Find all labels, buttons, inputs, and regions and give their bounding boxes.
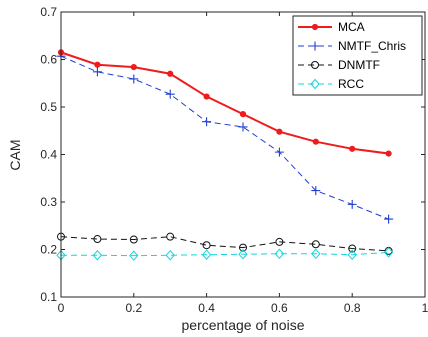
data-point-nmtf-chris — [202, 117, 212, 127]
ticks-layer: 0 0.2 0.4 0.6 0.8 1 0.1 0.2 0.3 0.4 0.5 0.6 0.7 — [40, 5, 428, 315]
data-point-rcc — [383, 247, 394, 258]
legend-item-dnmtf: DNMTF — [298, 58, 380, 72]
data-point-rcc — [311, 248, 321, 260]
data-point-mca — [312, 138, 319, 145]
legend-item-mca: MCA — [298, 20, 365, 34]
legend-marker-mca — [311, 23, 319, 31]
data-point-mca — [203, 93, 210, 100]
legend-label-rcc: RCC — [338, 77, 364, 91]
x-tick-label: 1 — [422, 301, 428, 315]
data-point-nmtf-chris — [129, 74, 139, 84]
x-tick-label: 0.6 — [271, 301, 288, 315]
series-line-dnmtf — [60, 236, 389, 252]
y-tick-label: 0.2 — [40, 243, 57, 257]
data-point-rcc — [201, 249, 212, 260]
data-point-rcc — [165, 249, 175, 261]
data-point-mca — [349, 145, 356, 152]
data-point-mca — [94, 61, 101, 68]
legend-item-nmtf-chris: NMTF_Chris — [298, 39, 406, 53]
data-point-nmtf-chris — [274, 147, 284, 157]
legend: MCA NMTF_Chris DNMTF RCC — [292, 15, 423, 96]
series-mca — [57, 49, 392, 157]
legend-marker-nmtf-chris — [310, 41, 320, 51]
series-layer — [56, 49, 394, 261]
x-tick-label: 0.2 — [125, 301, 142, 315]
x-tick-label: 0.4 — [198, 301, 215, 315]
x-axis-label: percentage of noise — [182, 317, 305, 333]
legend-label-nmtf-chris: NMTF_Chris — [338, 39, 406, 53]
data-point-rcc — [347, 249, 357, 260]
data-point-nmtf-chris — [384, 214, 394, 224]
y-tick-label: 0.1 — [40, 290, 57, 304]
series-line-nmtf-chris — [60, 55, 389, 220]
data-point-mca — [276, 128, 283, 135]
data-point-nmtf-chris — [92, 67, 102, 77]
y-tick-label: 0.7 — [40, 5, 57, 19]
legend-marker-rcc — [310, 78, 320, 90]
series-nmtf-chris — [56, 51, 394, 224]
data-point-nmtf-chris — [311, 186, 321, 196]
series-line-rcc — [61, 251, 389, 257]
x-tick-label: 0 — [58, 301, 65, 315]
data-point-mca — [239, 111, 247, 118]
data-point-nmtf-chris — [238, 122, 248, 132]
data-point-dnmtf — [311, 240, 320, 249]
legend-label-mca: MCA — [338, 20, 365, 34]
y-tick-label: 0.4 — [40, 148, 57, 162]
y-tick-label: 0.6 — [40, 53, 57, 67]
legend-marker-dnmtf — [311, 61, 319, 69]
data-point-rcc — [238, 248, 248, 260]
y-tick-label: 0.5 — [40, 100, 57, 114]
x-tick-label: 0.8 — [344, 301, 361, 315]
series-rcc — [56, 247, 394, 261]
data-point-mca — [130, 64, 137, 71]
data-point-dnmtf — [275, 237, 284, 246]
data-point-dnmtf — [129, 235, 138, 244]
series-dnmtf — [57, 232, 393, 255]
y-axis-label: CAM — [7, 139, 23, 170]
data-point-dnmtf — [166, 232, 175, 241]
data-point-nmtf-chris — [347, 199, 357, 209]
data-point-rcc — [92, 249, 103, 261]
legend-item-rcc: RCC — [298, 77, 364, 91]
data-point-mca — [167, 70, 174, 77]
data-point-dnmtf — [239, 243, 247, 252]
series-line-mca — [60, 51, 389, 155]
data-point-mca — [385, 150, 392, 157]
y-tick-label: 0.3 — [40, 195, 57, 209]
legend-label-dnmtf: DNMTF — [338, 58, 380, 72]
data-point-dnmtf — [348, 244, 357, 253]
data-point-nmtf-chris — [165, 89, 175, 99]
data-point-dnmtf — [202, 241, 211, 250]
data-point-dnmtf — [93, 235, 102, 244]
data-point-rcc — [274, 248, 285, 260]
data-point-rcc — [129, 250, 139, 261]
